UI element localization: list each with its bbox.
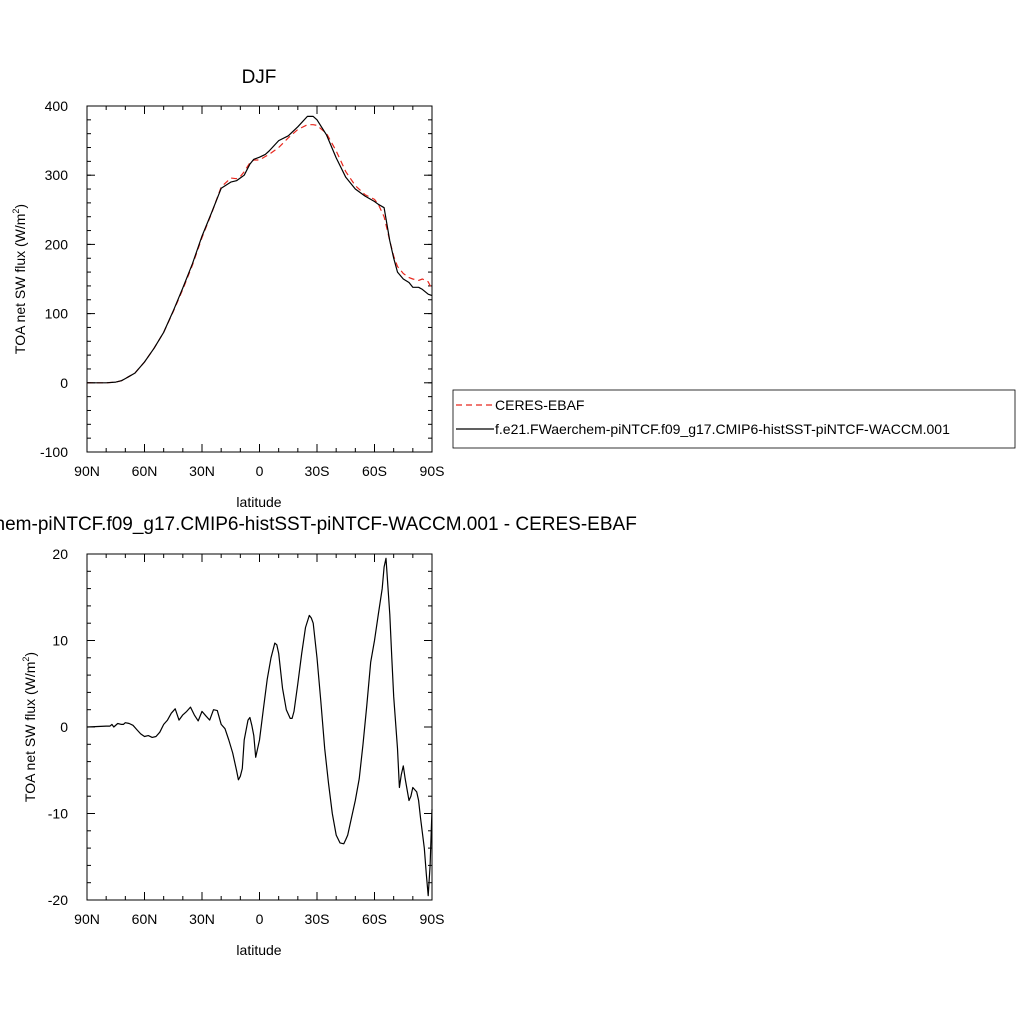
series-lines — [87, 115, 433, 384]
legend-label-model: f.e21.FWaerchem-piNTCF.f09_g17.CMIP6-his… — [495, 421, 950, 437]
y-tick-label: -100 — [40, 444, 68, 460]
chart-title: DJF — [242, 67, 277, 88]
y-tick-label: 400 — [45, 98, 69, 114]
tick-labels: 90N 60N 30N 0 30S 60S 90S -100 0 100 200 300 400 — [40, 98, 444, 479]
x-tick-label: 60S — [362, 463, 387, 479]
x-tick-label: 90S — [420, 463, 445, 479]
plot-frame — [86, 105, 433, 453]
y-tick-label: 300 — [45, 167, 69, 183]
x-tick-label: 0 — [256, 463, 264, 479]
legend: CERES-EBAF f.e21.FWaerchem-piNTCF.f09_g1… — [452, 389, 1016, 449]
x-tick-label: 30N — [189, 463, 215, 479]
y-tick-label: -20 — [48, 892, 68, 908]
x-tick-label: 30S — [305, 463, 330, 479]
plot-frame — [86, 553, 433, 901]
x-tick-label: 60N — [132, 463, 158, 479]
x-tick-label: 0 — [256, 911, 264, 927]
legend-box — [452, 389, 1016, 449]
y-axis-label: TOA net SW flux (W/m2) — [21, 652, 38, 802]
axis-ticks — [86, 553, 433, 901]
y-axis-label: TOA net SW flux (W/m2) — [11, 204, 28, 354]
series-lines — [86, 557, 433, 897]
chart-title: f.e21.FWaerchem-piNTCF.f09_g17.CMIP6-his… — [0, 514, 637, 535]
y-tick-label: 20 — [52, 546, 68, 562]
x-tick-label: 30S — [305, 911, 330, 927]
djf-panel: DJF TOA net SW flux (W/m2) latitude 90N 6… — [11, 67, 444, 510]
legend-label-ceres: CERES-EBAF — [495, 397, 584, 413]
x-axis-label: latitude — [236, 494, 281, 510]
x-axis-label: latitude — [236, 942, 281, 958]
x-tick-label: 60S — [362, 911, 387, 927]
series-line-difference — [86, 557, 433, 897]
x-tick-label: 60N — [132, 911, 158, 927]
series-line-ceres — [87, 124, 433, 384]
x-tick-label: 90N — [74, 463, 100, 479]
series-line-model — [87, 115, 433, 384]
y-tick-label: 0 — [60, 375, 68, 391]
tick-labels: 90N 60N 30N 0 30S 60S 90S -20 -10 0 10 20 — [48, 546, 445, 927]
y-tick-label: -10 — [48, 806, 68, 822]
x-tick-label: 30N — [189, 911, 215, 927]
axis-ticks — [86, 105, 433, 453]
y-tick-label: 10 — [52, 633, 68, 649]
y-tick-label: 200 — [45, 236, 69, 252]
y-tick-label: 0 — [60, 719, 68, 735]
x-tick-label: 90S — [420, 911, 445, 927]
difference-panel: f.e21.FWaerchem-piNTCF.f09_g17.CMIP6-his… — [0, 514, 637, 958]
x-tick-label: 90N — [74, 911, 100, 927]
y-tick-label: 100 — [45, 306, 69, 322]
